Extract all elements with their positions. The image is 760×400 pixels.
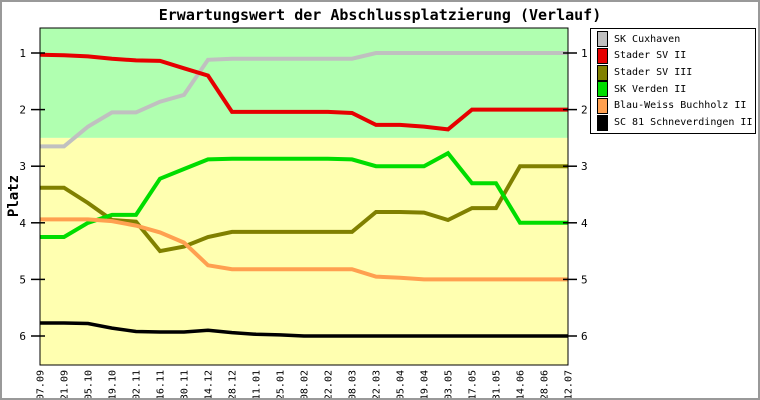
x-tick-label: 31.05 (492, 370, 503, 398)
y-tick-label-right: 6 (581, 330, 588, 343)
x-tick-label: 02.11 (132, 370, 143, 398)
legend-item-2: Stader SV III (597, 64, 755, 81)
x-tick-label: 07.09 (36, 370, 47, 398)
legend-swatch (597, 81, 608, 98)
y-tick-label-right: 3 (581, 160, 588, 173)
legend-label: Blau-Weiss Buchholz II (614, 100, 747, 112)
legend-swatch (597, 31, 608, 48)
y-tick-label-left: 4 (19, 217, 26, 230)
series-line-3 (40, 150, 568, 239)
legend-swatch (597, 47, 608, 64)
x-tick-label: 16.11 (156, 370, 167, 398)
x-tick-label: 21.09 (60, 370, 71, 398)
x-tick-label: 28.06 (540, 370, 551, 398)
y-tick-label-left: 2 (19, 104, 26, 117)
series-line-2 (40, 164, 568, 254)
legend-label: SC 81 Schneverdingen II (614, 117, 753, 129)
x-tick-label: 22.02 (324, 370, 335, 398)
y-tick-label-right: 1 (581, 47, 588, 60)
x-tick-label: 08.02 (300, 370, 311, 398)
legend-swatch (597, 97, 608, 114)
legend-item-0: SK Cuxhaven (597, 31, 755, 48)
chart-title: Erwartungswert der Abschlussplatzierung … (158, 6, 602, 24)
legend-swatch (597, 114, 608, 131)
yellow-zone (40, 137, 568, 365)
x-tick-label: 30.11 (180, 370, 191, 398)
x-tick-label: 28.12 (228, 370, 239, 398)
x-tick-label: 14.12 (204, 370, 215, 398)
legend-label: Stader SV II (614, 50, 687, 62)
y-tick-label-left: 3 (19, 160, 26, 173)
legend-item-4: Blau-Weiss Buchholz II (597, 97, 755, 114)
y-tick-label-right: 5 (581, 273, 588, 286)
legend-item-5: SC 81 Schneverdingen II (597, 114, 755, 131)
x-tick-label: 22.03 (372, 370, 383, 398)
y-tick-label-right: 4 (581, 217, 588, 230)
series-line-1 (39, 52, 568, 132)
x-tick-label: 19.04 (420, 370, 431, 398)
x-tick-label: 05.04 (396, 370, 407, 398)
x-tick-label: 12.07 (564, 370, 575, 398)
legend-label: Stader SV III (614, 67, 693, 79)
y-tick-label-right: 2 (581, 104, 588, 117)
y-tick-label-left: 5 (19, 273, 26, 286)
legend: SK Cuxhaven Stader SV II Stader SV III SK V… (590, 28, 756, 134)
x-tick-label: 03.05 (444, 370, 455, 398)
series-line-0 (40, 51, 568, 149)
series-line-4 (40, 217, 568, 282)
x-tick-label: 08.03 (348, 370, 359, 398)
y-tick-label-left: 1 (19, 47, 26, 60)
x-tick-label: 05.10 (84, 370, 95, 398)
series-line-5 (40, 321, 568, 338)
legend-item-1: Stader SV II (597, 47, 755, 64)
x-tick-label: 17.05 (468, 370, 479, 398)
x-tick-label: 25.01 (276, 370, 287, 398)
legend-label: SK Verden II (614, 83, 687, 95)
x-tick-label: 19.10 (108, 370, 119, 398)
x-tick-label: 11.01 (252, 370, 263, 398)
x-tick-label: 14.06 (516, 370, 527, 398)
y-tick-label-left: 6 (19, 330, 26, 343)
legend-label: SK Cuxhaven (614, 33, 681, 45)
legend-item-3: SK Verden II (597, 81, 755, 98)
plot-border (39, 27, 569, 366)
legend-swatch (597, 64, 608, 81)
green-zone (40, 28, 568, 138)
